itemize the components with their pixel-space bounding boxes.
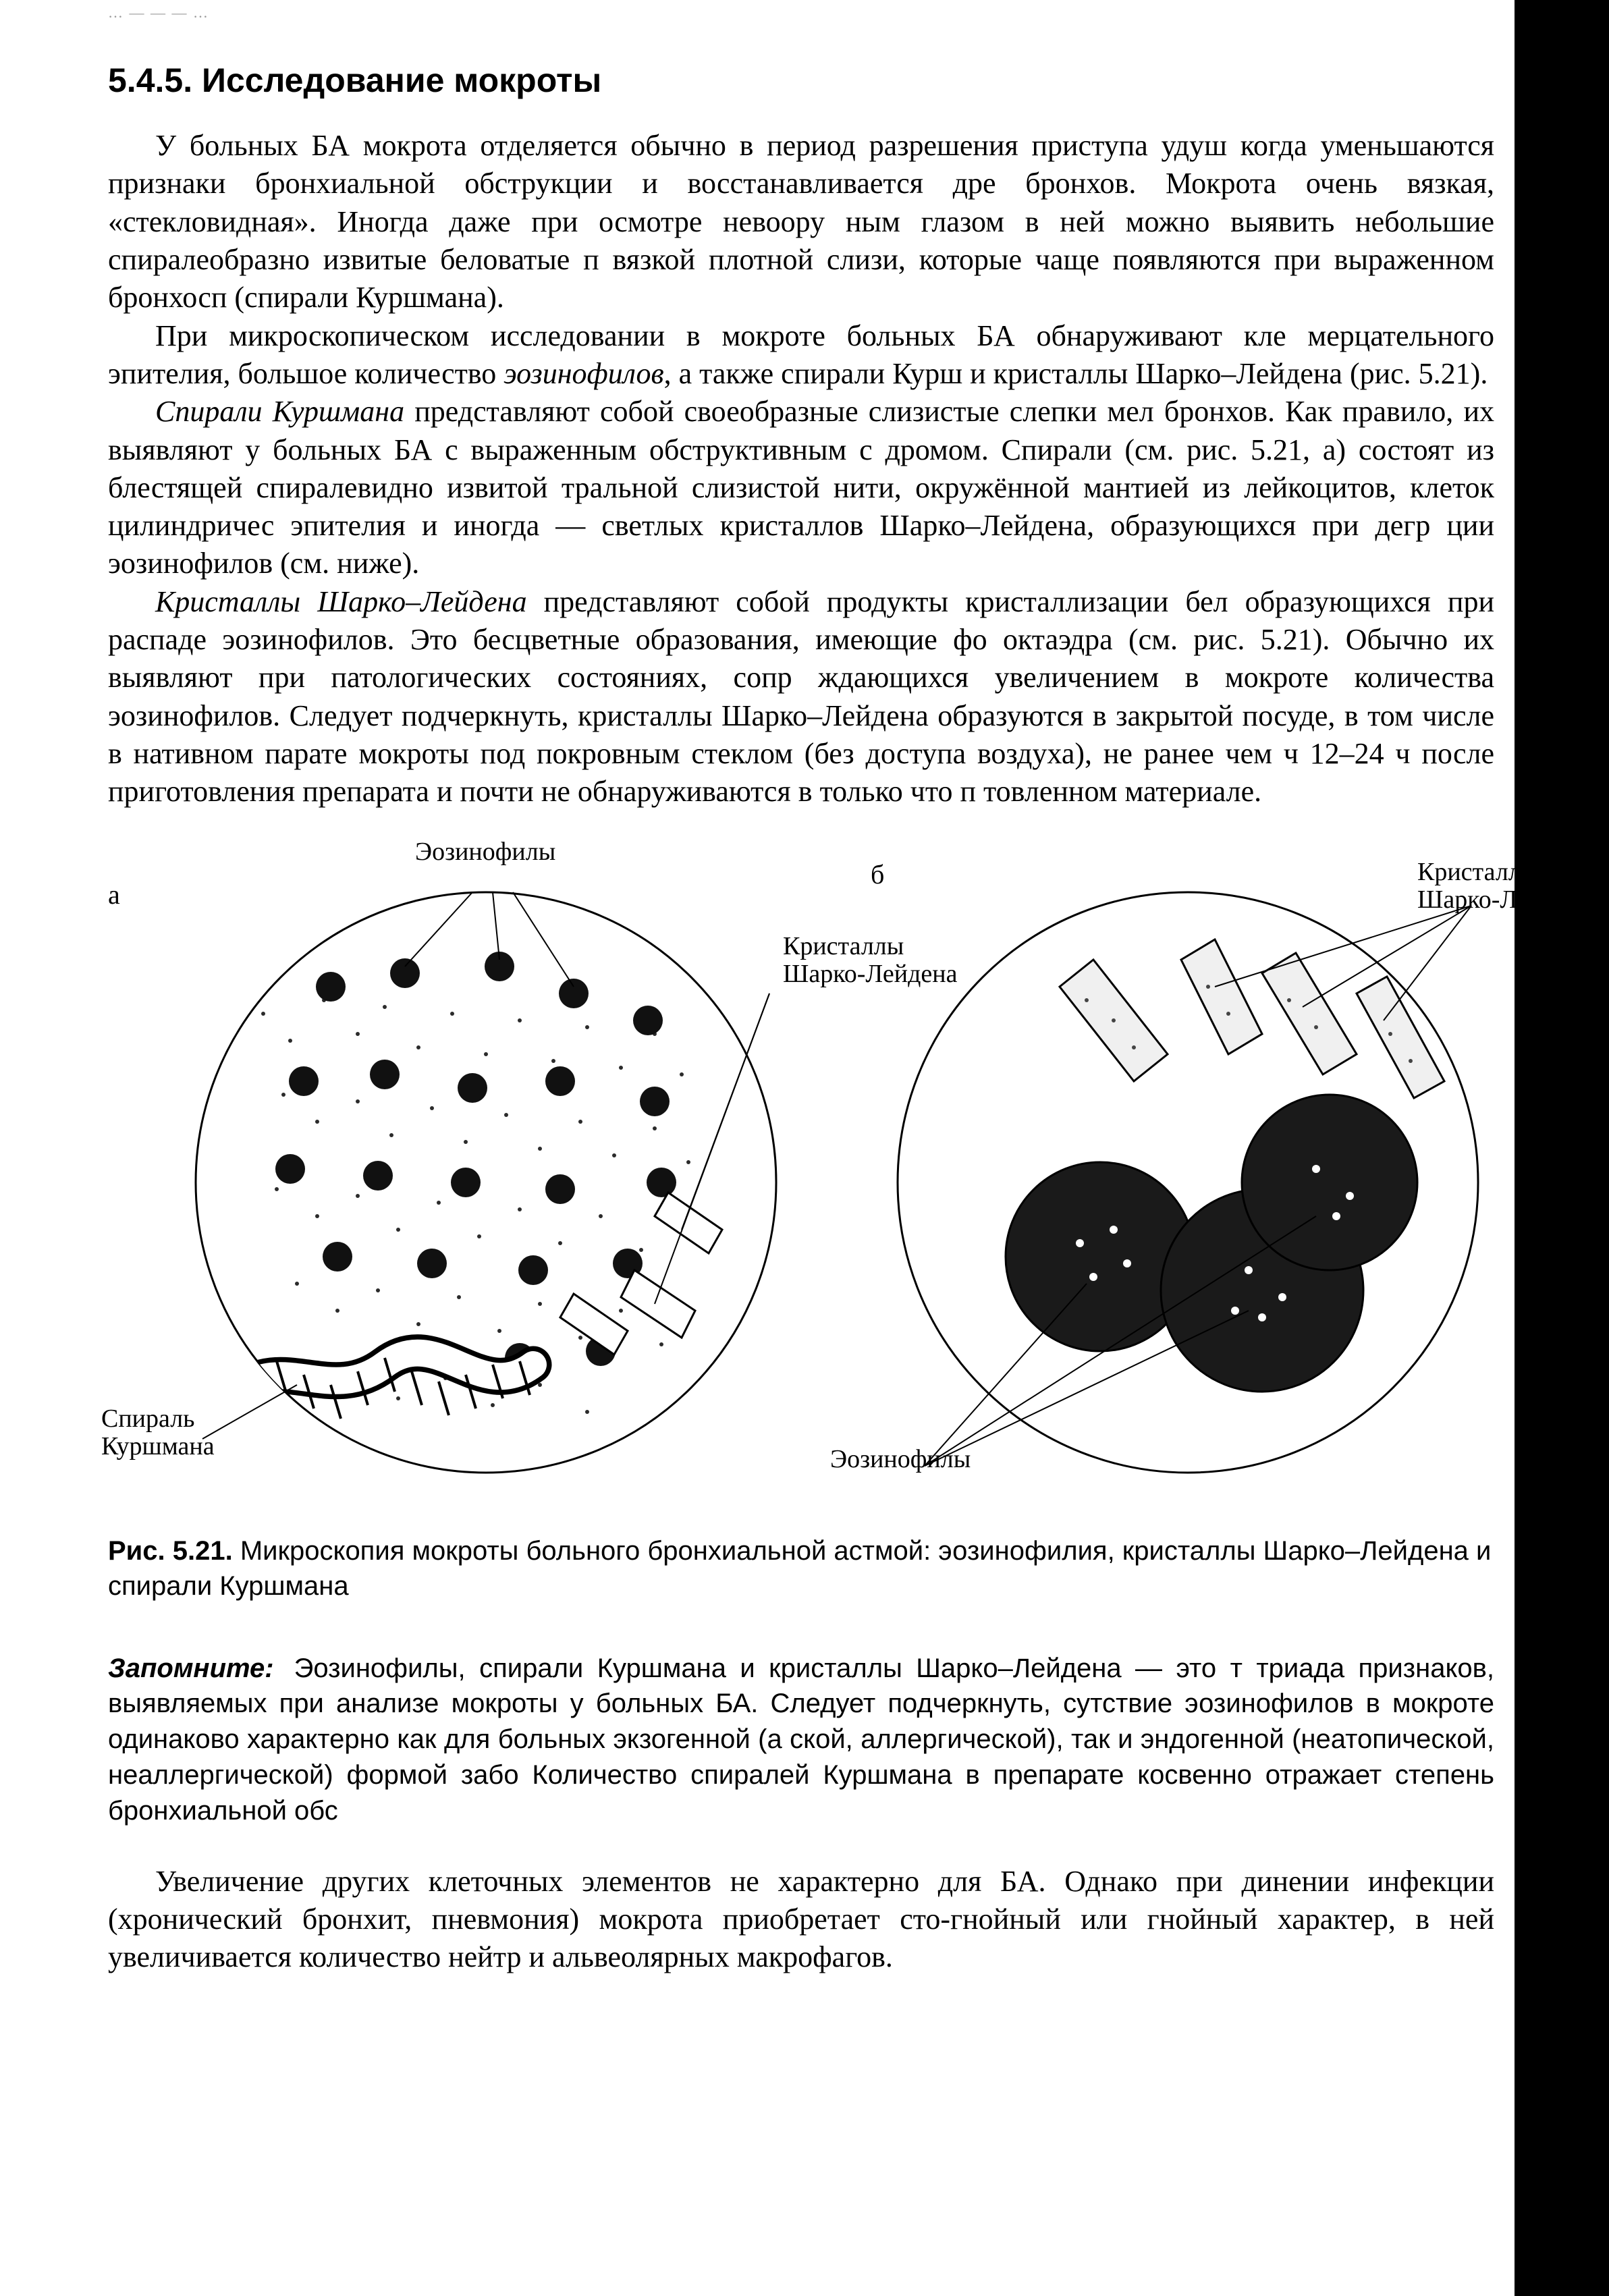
remember-text: Эозинофилы, спирали Куршмана и кристаллы… bbox=[108, 1653, 1494, 1826]
paragraph-3: Спирали Куршмана представляют собой свое… bbox=[108, 393, 1494, 583]
label-eosinophils-top: Эозинофилы bbox=[415, 838, 555, 867]
remember-lead: Запомните: bbox=[108, 1653, 294, 1683]
figure-number: Рис. 5.21. bbox=[108, 1536, 233, 1566]
micrograph-panel-a bbox=[182, 879, 790, 1486]
paragraph-4: Кристаллы Шарко–Лейдена представляют соб… bbox=[108, 583, 1494, 811]
section-number: 5.4.5. bbox=[108, 61, 192, 99]
figure-caption-text: Микроскопия мокроты больного бронхиально… bbox=[108, 1536, 1491, 1601]
body-text-block: У больных БА мокрота отделяется обычно в… bbox=[108, 127, 1609, 811]
panel-b-label: б bbox=[871, 858, 884, 890]
page: … — — — … 5.4.5. Исследование мокроты У … bbox=[0, 0, 1609, 2296]
figure-5-21: а б Эозинофилы Кристаллы Шарко-Лейдена С… bbox=[108, 838, 1609, 1513]
final-body-text: Увеличение других клеточных элементов не… bbox=[108, 1863, 1609, 1977]
paragraph-5: Увеличение других клеточных элементов не… bbox=[108, 1863, 1494, 1977]
paragraph-2b: , а также спирали Курш и кристаллы Шарко… bbox=[664, 357, 1488, 390]
paragraph-4-text: представляют собой продукты кристаллизац… bbox=[108, 585, 1494, 809]
remember-block: Запомните:Эозинофилы, спирали Куршмана и… bbox=[108, 1651, 1609, 1829]
panel-a-label: а bbox=[108, 879, 120, 910]
micrograph-panel-b bbox=[884, 879, 1492, 1486]
section-title-text: Исследование мокроты bbox=[202, 61, 601, 99]
paragraph-4-emph: Кристаллы Шарко–Лейдена bbox=[155, 585, 527, 618]
paragraph-1: У больных БА мокрота отделяется обычно в… bbox=[108, 127, 1494, 317]
scan-artifact-top: … — — — … bbox=[108, 4, 209, 22]
figure-caption: Рис. 5.21. Микроскопия мокроты больного … bbox=[108, 1533, 1609, 1604]
paragraph-2: При микроскопическом исследовании в мокр… bbox=[108, 317, 1494, 393]
paragraph-2-emph: эозинофилов bbox=[503, 357, 663, 390]
paragraph-3-emph: Спирали Куршмана bbox=[155, 395, 404, 428]
section-heading: 5.4.5. Исследование мокроты bbox=[108, 61, 1609, 100]
